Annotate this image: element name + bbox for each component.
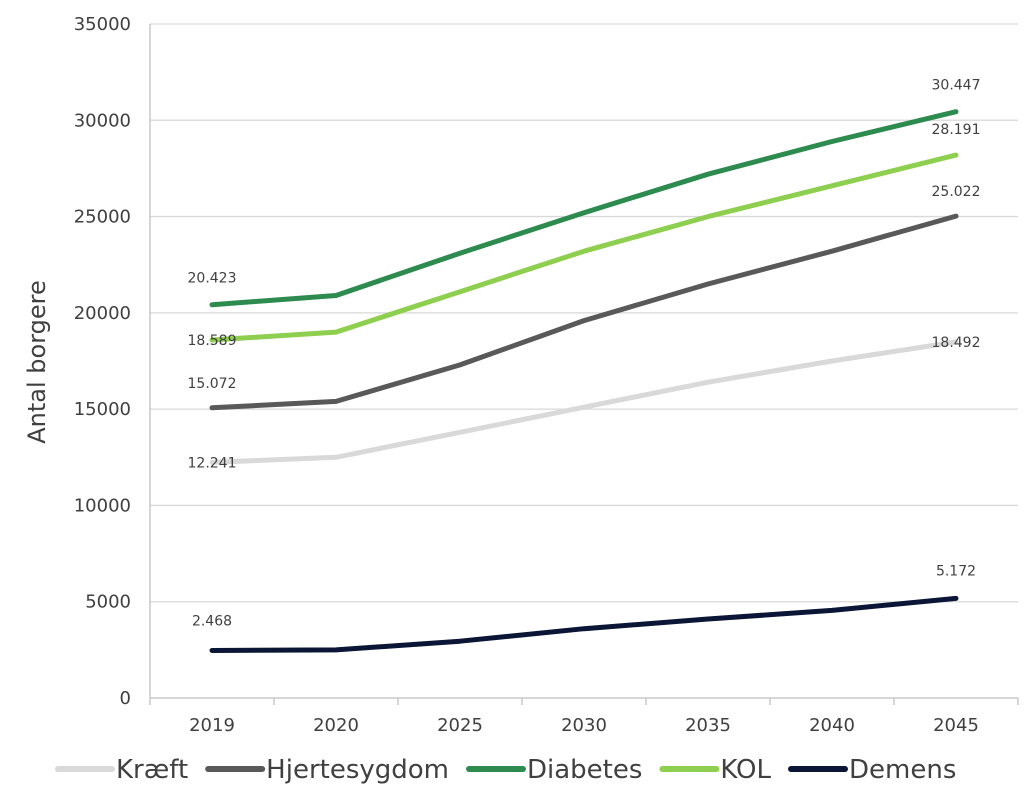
data-label: 20.423: [188, 271, 237, 287]
series-line-kræft: [209, 339, 959, 465]
data-labels: 12.241 18.492 15.072 25.022 20.423 30.447 18.5…: [188, 78, 981, 630]
data-label: 28.191: [932, 122, 981, 138]
legend-label: Hjertesygdom: [266, 755, 449, 785]
series-line-demens: [209, 595, 959, 653]
y-tick-label: 30000: [74, 110, 131, 131]
x-tick-label: 2025: [437, 715, 483, 736]
series-lines: [209, 109, 959, 653]
data-label: 30.447: [932, 78, 981, 94]
legend-item: Kræft: [55, 755, 188, 785]
data-label: 18.492: [932, 335, 981, 351]
legend-label: Kræft: [116, 755, 188, 785]
y-tick-label: 0: [120, 688, 131, 709]
legend-item: KOL: [659, 755, 772, 785]
legend: Kræft Hjertesygdom Diabetes KOL Demens: [55, 755, 956, 785]
legend-label: KOL: [720, 755, 771, 785]
x-tick-label: 2019: [189, 715, 235, 736]
y-axis-ticks: 0 5000 10000 15000 20000 25000 30000 35000: [74, 14, 131, 709]
data-label: 2.468: [192, 613, 232, 629]
series-line-diabetes: [209, 109, 959, 308]
legend-label: Demens: [849, 755, 956, 785]
y-tick-label: 10000: [74, 495, 131, 516]
legend-item: Demens: [788, 755, 956, 785]
x-axis-ticks: 2019 2020 2025 2030 2035 2040 2045: [149, 698, 1019, 736]
y-tick-label: 15000: [74, 399, 131, 420]
legend-label: Diabetes: [527, 755, 642, 785]
series-line-hjertesygdom: [209, 213, 959, 411]
legend-item: Diabetes: [466, 755, 642, 785]
y-tick-label: 25000: [74, 207, 131, 228]
x-tick-label: 2045: [933, 715, 979, 736]
x-tick-label: 2030: [561, 715, 607, 736]
data-label: 5.172: [936, 563, 976, 579]
data-label: 15.072: [188, 376, 237, 392]
x-tick-label: 2020: [313, 715, 359, 736]
data-label: 25.022: [932, 184, 981, 200]
x-tick-label: 2035: [685, 715, 731, 736]
legend-item: Hjertesygdom: [205, 755, 449, 785]
series-line-kol: [209, 152, 959, 343]
data-label: 18.589: [188, 333, 237, 349]
data-label: 12.241: [188, 455, 237, 471]
y-tick-label: 20000: [74, 303, 131, 324]
y-tick-label: 35000: [74, 14, 131, 35]
x-tick-label: 2040: [809, 715, 855, 736]
y-axis-title: Antal borgere: [23, 280, 51, 444]
gridlines: [149, 23, 1018, 699]
y-tick-label: 5000: [85, 592, 131, 613]
